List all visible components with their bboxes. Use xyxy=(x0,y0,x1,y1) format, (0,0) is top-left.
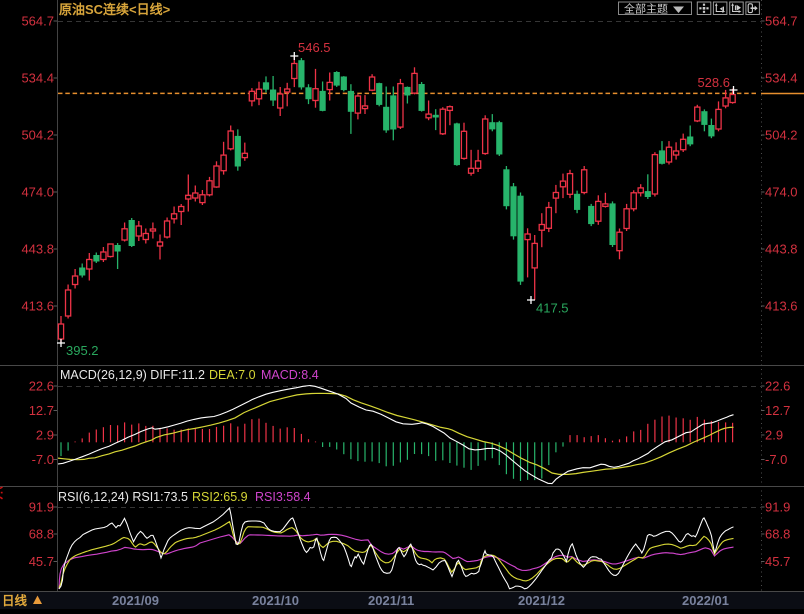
svg-text:504.2: 504.2 xyxy=(21,128,54,143)
svg-text:504.2: 504.2 xyxy=(765,128,798,143)
svg-text:12.7: 12.7 xyxy=(765,403,790,418)
svg-text:2021/12: 2021/12 xyxy=(518,593,565,608)
svg-text:2022/01: 2022/01 xyxy=(682,593,729,608)
svg-text:2021/10: 2021/10 xyxy=(252,593,299,608)
svg-text:2.9: 2.9 xyxy=(765,428,783,443)
svg-text:45.7: 45.7 xyxy=(29,554,54,569)
svg-text:2.9: 2.9 xyxy=(36,428,54,443)
svg-text:91.9: 91.9 xyxy=(29,500,54,515)
svg-text:68.8: 68.8 xyxy=(29,527,54,542)
svg-text:564.7: 564.7 xyxy=(765,14,798,29)
svg-text:全部主题: 全部主题 xyxy=(624,2,668,16)
svg-text:RSI2:65.9: RSI2:65.9 xyxy=(192,490,248,504)
svg-text:474.0: 474.0 xyxy=(765,185,798,200)
svg-text:534.4: 534.4 xyxy=(765,71,798,86)
svg-text:91.9: 91.9 xyxy=(765,500,790,515)
svg-text:22.6: 22.6 xyxy=(765,379,790,394)
svg-text:413.6: 413.6 xyxy=(21,299,54,314)
svg-text:564.7: 564.7 xyxy=(21,14,54,29)
svg-text:395.2: 395.2 xyxy=(66,343,99,358)
svg-text:45.7: 45.7 xyxy=(765,554,790,569)
svg-text:MACD:8.4: MACD:8.4 xyxy=(261,368,319,382)
svg-text:413.6: 413.6 xyxy=(765,299,798,314)
svg-text:2021/09: 2021/09 xyxy=(112,593,159,608)
svg-text:534.4: 534.4 xyxy=(21,71,54,86)
svg-text:DEA:7.0: DEA:7.0 xyxy=(209,368,256,382)
svg-text:RSI3:58.4: RSI3:58.4 xyxy=(255,490,311,504)
svg-text:RSI(6,12,24) RSI1:73.5: RSI(6,12,24) RSI1:73.5 xyxy=(58,490,188,504)
svg-text:474.0: 474.0 xyxy=(21,185,54,200)
svg-text:MACD(26,12,9) DIFF:11.2: MACD(26,12,9) DIFF:11.2 xyxy=(60,368,205,382)
svg-text:546.5: 546.5 xyxy=(298,40,331,55)
svg-text:528.6: 528.6 xyxy=(697,75,730,90)
svg-text:-7.0: -7.0 xyxy=(32,452,54,467)
svg-text:68.8: 68.8 xyxy=(765,527,790,542)
svg-text:22.6: 22.6 xyxy=(29,379,54,394)
svg-text:原油SC连续<日线>: 原油SC连续<日线> xyxy=(59,2,171,17)
svg-text:2021/11: 2021/11 xyxy=(368,593,414,608)
svg-text:417.5: 417.5 xyxy=(536,301,569,316)
svg-text:12.7: 12.7 xyxy=(29,403,54,418)
svg-text:443.8: 443.8 xyxy=(21,242,54,257)
svg-text:443.8: 443.8 xyxy=(765,242,798,257)
svg-text:日线: 日线 xyxy=(2,593,28,608)
svg-text:-7.0: -7.0 xyxy=(765,452,787,467)
